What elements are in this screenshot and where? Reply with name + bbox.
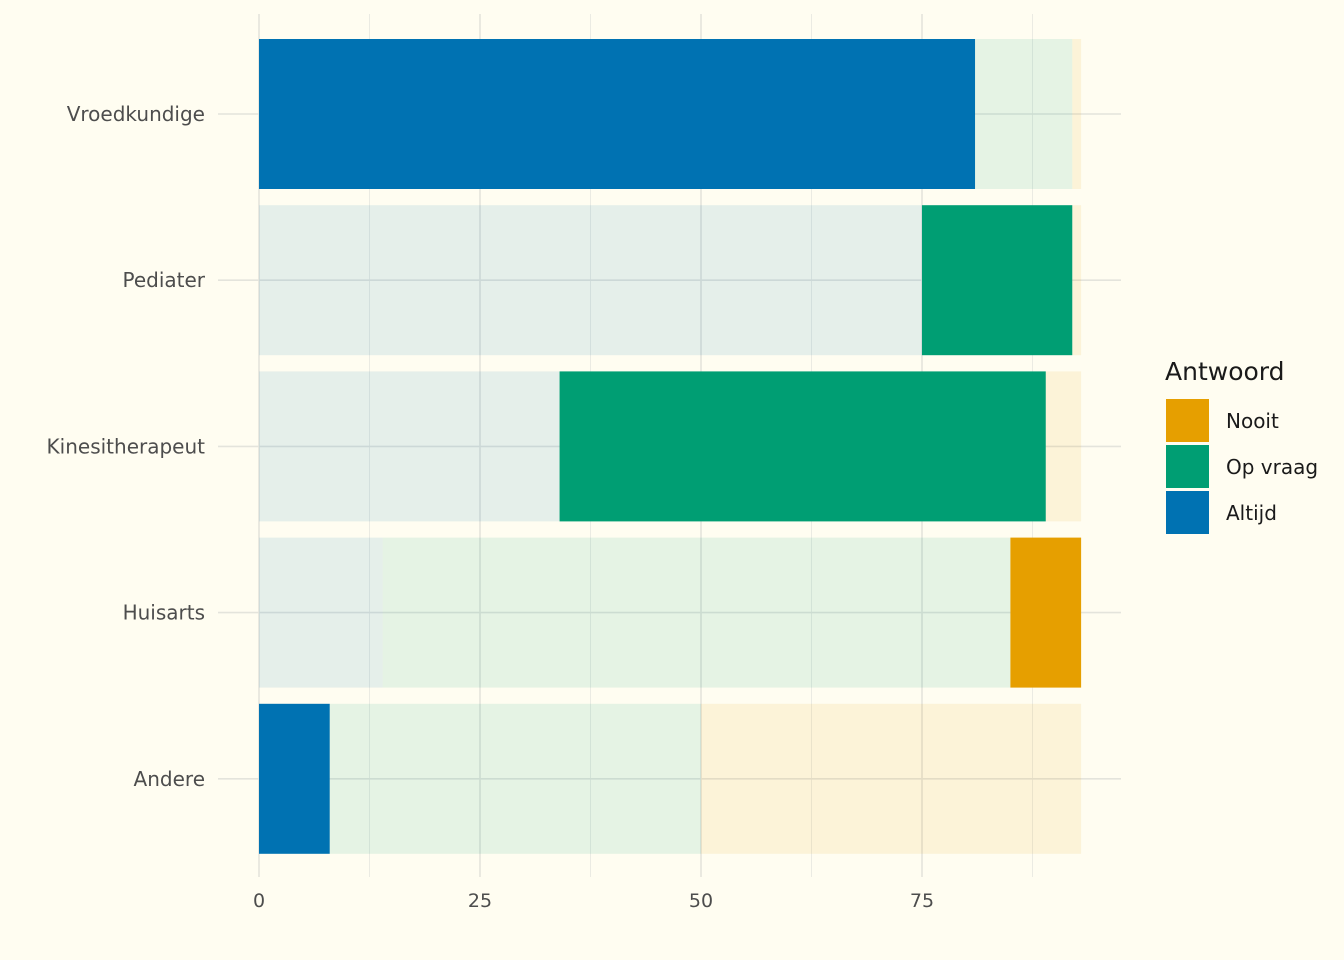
legend-label: Nooit — [1226, 409, 1279, 433]
bar-segment — [701, 703, 1082, 854]
x-tick-label: 25 — [468, 890, 492, 912]
bar-segment — [259, 39, 976, 189]
bar-segment — [259, 371, 560, 522]
x-tick-label: 50 — [689, 890, 713, 912]
bar-segment — [1072, 39, 1082, 189]
bar-segment — [922, 205, 1073, 356]
x-axis: 0 25 50 75 — [253, 890, 934, 912]
legend-title: Antwoord — [1165, 357, 1285, 386]
bar-segment — [259, 205, 922, 356]
bar-segment — [1010, 537, 1082, 688]
y-tick-label: Vroedkundige — [67, 102, 205, 126]
bar-segment — [259, 537, 383, 688]
bar-segment — [1045, 371, 1082, 522]
legend-label: Op vraag — [1226, 455, 1318, 479]
y-tick-label: Andere — [134, 767, 205, 791]
legend-key — [1166, 491, 1209, 534]
bar-segment — [1072, 205, 1082, 356]
legend: Antwoord Nooit Op vraag Altijd — [1165, 357, 1318, 534]
y-tick-label: Kinesitherapeut — [47, 434, 206, 458]
x-tick-label: 0 — [253, 890, 265, 912]
y-tick-label: Pediater — [122, 268, 205, 292]
x-tick-label: 75 — [910, 890, 934, 912]
legend-key — [1166, 445, 1209, 488]
legend-key — [1166, 399, 1209, 442]
legend-label: Altijd — [1226, 501, 1277, 525]
bar-segment — [329, 703, 701, 854]
bar-segment — [559, 371, 1046, 522]
bar-segment — [259, 703, 330, 854]
y-axis: Vroedkundige Pediater Kinesitherapeut Huisa… — [47, 102, 206, 791]
bars — [259, 39, 1082, 854]
y-tick-label: Huisarts — [123, 601, 205, 625]
bar-segment — [975, 39, 1073, 189]
bar-segment — [382, 537, 1011, 688]
